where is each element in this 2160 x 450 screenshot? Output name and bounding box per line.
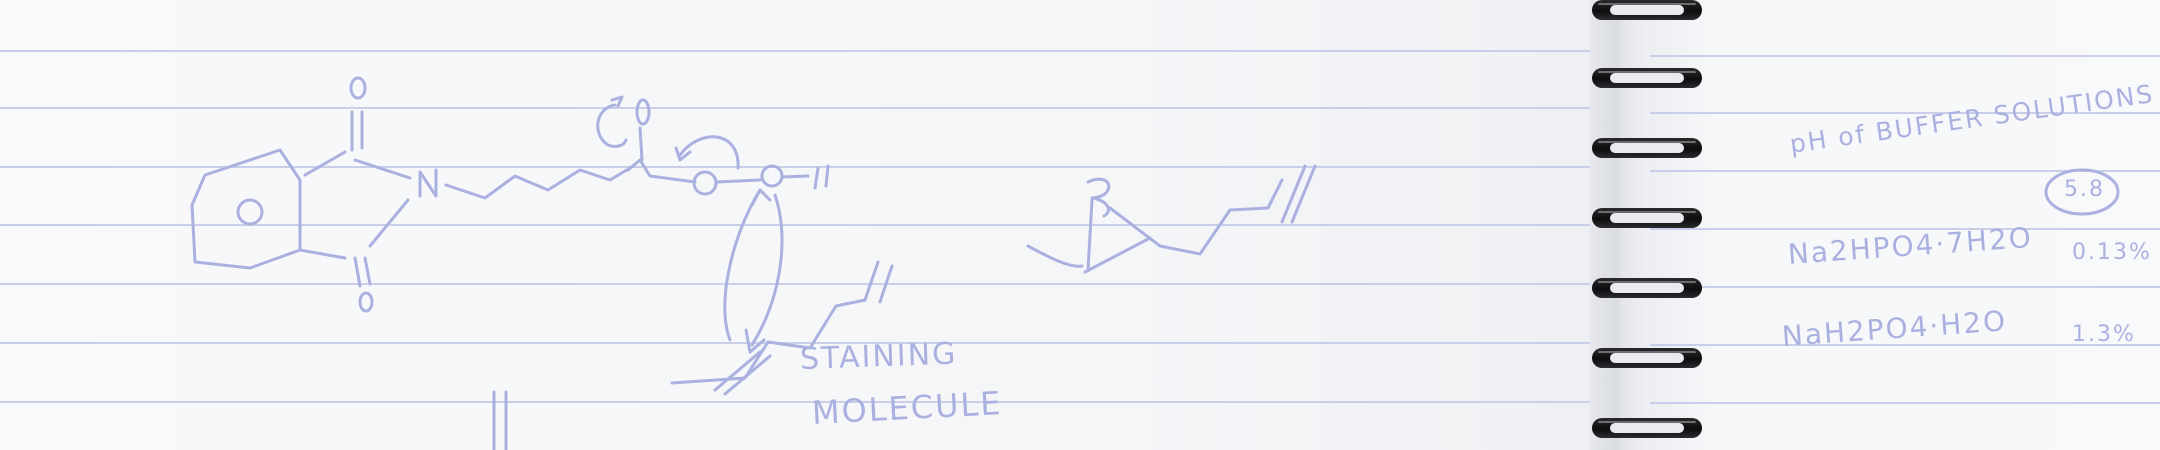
spiral-coil (1592, 134, 1702, 162)
alkyl-chain-drawing (444, 95, 697, 200)
ruled-line (1650, 55, 2160, 57)
ruled-line (0, 107, 1590, 109)
spiral-coil (1592, 204, 1702, 232)
spiral-coil (1592, 64, 1702, 92)
spiral-coil (1592, 274, 1702, 302)
ruled-line (0, 401, 1590, 403)
aromatic-ring-drawing (190, 148, 347, 270)
ph-value-circle (2044, 168, 2120, 216)
carbonyl-top-drawing (349, 76, 412, 180)
ruled-line (1650, 344, 2160, 346)
ruled-line (0, 50, 1590, 52)
spiral-coil (1592, 0, 1702, 24)
ruled-line (0, 166, 1590, 168)
amount-2: 1.3% (2072, 322, 2136, 347)
right-page (1650, 0, 2160, 450)
staining-label: STAINING (799, 336, 958, 377)
spiral-coil (1592, 344, 1702, 372)
carbonyl-bottom-drawing (353, 198, 410, 313)
ruled-line (0, 342, 1590, 344)
ruled-line (1650, 170, 2160, 172)
reaction-arrow-drawing (674, 135, 830, 354)
ruled-line (0, 224, 1590, 226)
ruled-line (1650, 402, 2160, 404)
ruled-line (1650, 112, 2160, 114)
nitrogen-atom-drawing (418, 168, 438, 198)
middle-structure-drawing (1026, 164, 1317, 274)
ph-value: 5.8 (2064, 177, 2105, 202)
amount-1: 0.13% (2072, 240, 2152, 265)
spiral-coil (1592, 414, 1702, 442)
ruled-line (1650, 228, 2160, 230)
ruled-line (0, 283, 1590, 285)
vinyl-group-drawing (670, 260, 894, 396)
ruled-line (1650, 286, 2160, 288)
